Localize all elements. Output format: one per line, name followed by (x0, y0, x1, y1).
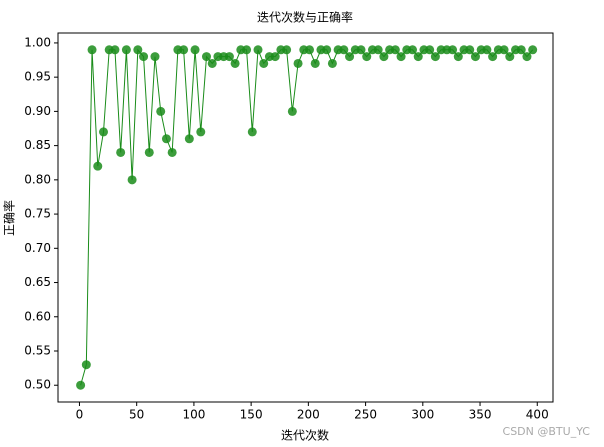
y-axis-label: 正确率 (2, 200, 17, 236)
data-point (133, 45, 143, 55)
data-point (345, 52, 355, 62)
data-point (87, 45, 97, 55)
watermark: CSDN @BTU_YC (503, 425, 591, 438)
data-point (190, 45, 200, 55)
data-point (488, 52, 498, 62)
plot-frame (57, 32, 554, 403)
y-tick-label: 0.70 (24, 241, 51, 255)
data-point (93, 161, 103, 171)
data-point (247, 127, 257, 137)
data-point (156, 106, 166, 116)
data-point (139, 52, 149, 62)
data-point (202, 52, 211, 62)
data-point (373, 45, 383, 55)
data-point (339, 45, 349, 55)
data-point (287, 106, 297, 116)
data-point (127, 175, 137, 185)
y-tick-label: 0.65 (24, 275, 51, 289)
data-point (310, 58, 320, 68)
x-tick-label: 400 (526, 408, 549, 422)
data-point (379, 52, 389, 62)
data-line (80, 48, 534, 386)
data-point (362, 52, 372, 62)
data-point (230, 58, 240, 68)
data-point (179, 45, 189, 55)
y-tick-label: 0.55 (24, 343, 51, 357)
y-tick-label: 0.50 (24, 378, 51, 392)
data-point (259, 58, 269, 68)
data-point (453, 52, 463, 62)
data-point (482, 45, 492, 55)
x-tick-label: 100 (182, 408, 205, 422)
x-tick-label: 300 (411, 408, 434, 422)
data-point (425, 45, 435, 55)
data-point (322, 45, 332, 55)
data-point (390, 45, 400, 55)
y-tick-label: 1.00 (24, 35, 51, 49)
y-tick-label: 0.60 (24, 309, 51, 323)
data-point (327, 58, 337, 68)
x-tick-label: 150 (240, 408, 263, 422)
y-tick-label: 0.95 (24, 70, 51, 84)
data-point (81, 360, 91, 370)
y-tick-label: 0.80 (24, 172, 51, 186)
data-point (470, 52, 480, 62)
data-point (408, 45, 418, 55)
data-point (413, 52, 423, 62)
y-tick-label: 0.75 (24, 207, 51, 221)
x-tick-label: 0 (76, 408, 84, 422)
data-point (253, 45, 263, 55)
data-point (161, 134, 171, 144)
data-point (224, 52, 234, 62)
data-point (396, 52, 406, 62)
data-point (110, 45, 120, 55)
data-point (282, 45, 292, 55)
data-point (196, 127, 206, 137)
data-point (144, 147, 154, 157)
data-point (528, 45, 538, 55)
data-point (305, 45, 315, 55)
data-point (465, 45, 475, 55)
y-tick-label: 0.85 (24, 138, 51, 152)
data-point (522, 52, 532, 62)
chart-title: 迭代次数与正确率 (257, 10, 353, 25)
x-tick-label: 350 (469, 408, 492, 422)
data-point (293, 58, 303, 68)
data-point (430, 52, 440, 62)
data-point (242, 45, 252, 55)
y-tick-label: 0.90 (24, 104, 51, 118)
x-tick-label: 50 (129, 408, 144, 422)
data-point (516, 45, 526, 55)
x-axis-label: 迭代次数 (281, 428, 329, 443)
data-point (505, 52, 515, 62)
x-tick-label: 250 (354, 408, 377, 422)
data-point (270, 52, 280, 62)
data-point (121, 45, 131, 55)
data-point (167, 147, 177, 157)
data-point (448, 45, 458, 55)
x-tick-label: 200 (297, 408, 320, 422)
data-point (356, 45, 366, 55)
data-point (150, 52, 160, 62)
data-point (184, 134, 194, 144)
data-point (207, 58, 217, 68)
data-point (98, 127, 108, 137)
data-point (116, 147, 126, 157)
data-point (499, 45, 509, 55)
data-point (76, 380, 86, 390)
